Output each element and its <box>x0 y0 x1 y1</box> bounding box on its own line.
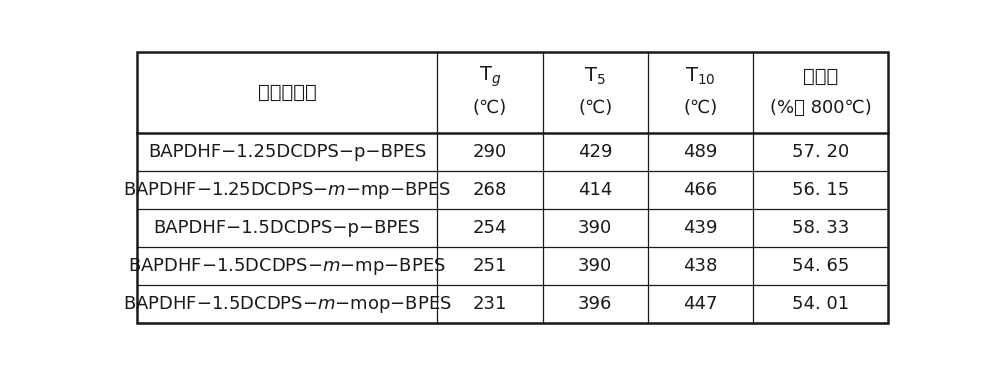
Text: T$_{10}$: T$_{10}$ <box>685 66 716 87</box>
Text: (%， 800℃): (%， 800℃) <box>770 99 872 117</box>
Text: 56. 15: 56. 15 <box>792 181 849 199</box>
Text: 439: 439 <box>683 219 718 237</box>
Text: 466: 466 <box>683 181 718 199</box>
Text: 429: 429 <box>578 143 612 161</box>
Text: BAPDHF−1.5DCDPS−$m$−mp−BPES: BAPDHF−1.5DCDPS−$m$−mp−BPES <box>128 256 446 276</box>
Text: BAPDHF−1.5DCDPS−$m$−mop−BPES: BAPDHF−1.5DCDPS−$m$−mop−BPES <box>123 293 451 315</box>
Text: (℃): (℃) <box>473 99 507 117</box>
Text: 54. 65: 54. 65 <box>792 257 849 275</box>
Text: 290: 290 <box>473 143 507 161</box>
Text: 390: 390 <box>578 257 612 275</box>
Text: 残炭率: 残炭率 <box>803 67 838 86</box>
Text: BAPDHF−1.25DCDPS−$m$−mp−BPES: BAPDHF−1.25DCDPS−$m$−mp−BPES <box>123 180 451 201</box>
Text: 251: 251 <box>473 257 507 275</box>
Text: 231: 231 <box>473 295 507 313</box>
Text: BAPDHF−1.25DCDPS−p−BPES: BAPDHF−1.25DCDPS−p−BPES <box>148 143 426 161</box>
Text: (℃): (℃) <box>578 99 612 117</box>
Text: T$_g$: T$_g$ <box>479 65 501 89</box>
Text: 489: 489 <box>683 143 718 161</box>
Text: 414: 414 <box>578 181 612 199</box>
Text: 聚合物种类: 聚合物种类 <box>258 83 316 102</box>
Text: 447: 447 <box>683 295 718 313</box>
Text: 57. 20: 57. 20 <box>792 143 849 161</box>
Text: 390: 390 <box>578 219 612 237</box>
Text: 396: 396 <box>578 295 612 313</box>
Text: 54. 01: 54. 01 <box>792 295 849 313</box>
Text: 268: 268 <box>473 181 507 199</box>
Text: BAPDHF−1.5DCDPS−p−BPES: BAPDHF−1.5DCDPS−p−BPES <box>154 219 420 237</box>
Text: 254: 254 <box>473 219 507 237</box>
Text: (℃): (℃) <box>683 99 718 117</box>
Text: 58. 33: 58. 33 <box>792 219 849 237</box>
Text: 438: 438 <box>683 257 718 275</box>
Text: T$_5$: T$_5$ <box>584 66 606 87</box>
